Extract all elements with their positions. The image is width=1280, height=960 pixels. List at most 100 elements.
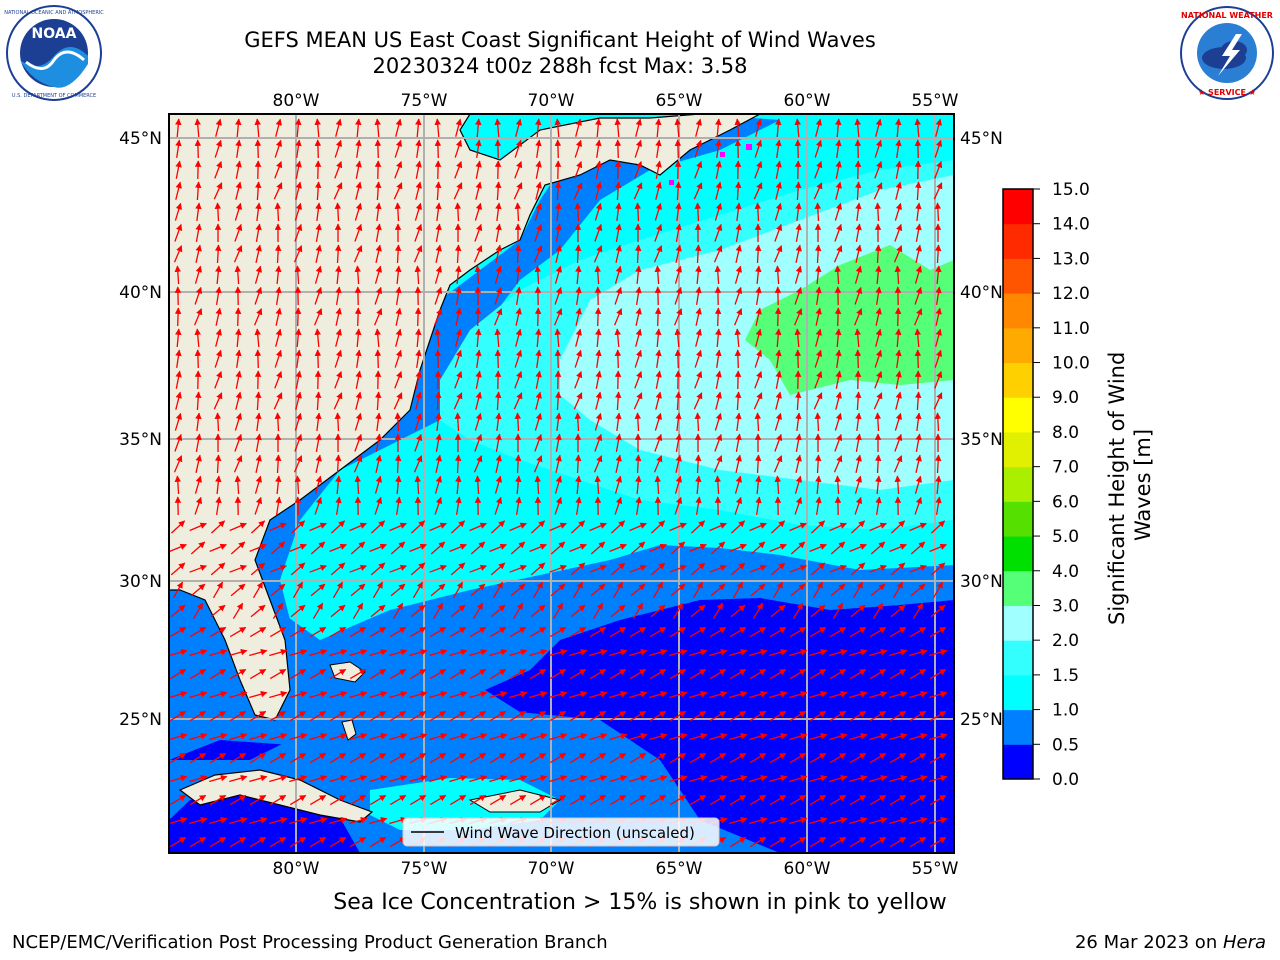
wave-direction-arrow — [495, 433, 502, 453]
wave-direction-arrow — [674, 118, 681, 138]
wave-direction-arrow — [454, 160, 463, 179]
wave-direction-arrow — [789, 522, 807, 532]
colorbar-ticks: 0.0 0.5 1.0 1.5 2.0 3.0 4.0 5.0 6.0 7.0 8.0 9.0 10.0… — [1033, 180, 1090, 790]
wave-direction-arrow — [595, 160, 602, 179]
wave-direction-arrow — [515, 475, 522, 495]
wave-direction-arrow — [449, 690, 468, 699]
wave-direction-arrow — [809, 543, 827, 553]
wave-direction-arrow — [773, 245, 783, 263]
wave-direction-arrow — [354, 223, 363, 242]
wave-direction-arrow — [275, 307, 282, 326]
wave-direction-arrow — [854, 139, 862, 159]
wave-direction-arrow — [389, 522, 407, 532]
wave-direction-arrow — [514, 202, 522, 222]
wave-direction-arrow — [495, 454, 502, 473]
wave-direction-arrow — [294, 202, 303, 221]
wave-direction-arrow — [735, 202, 742, 221]
wave-direction-arrow — [294, 307, 302, 327]
wave-direction-arrow — [174, 475, 182, 495]
wave-direction-arrow — [295, 370, 302, 389]
wave-direction-arrow — [755, 307, 762, 326]
wave-direction-arrow — [629, 564, 648, 573]
wave-direction-arrow — [309, 626, 327, 638]
wave-direction-arrow — [354, 475, 362, 495]
wave-direction-arrow — [210, 604, 226, 618]
wave-direction-arrow — [234, 412, 243, 431]
wave-direction-arrow — [913, 308, 923, 326]
wave-direction-arrow — [630, 541, 646, 555]
wave-direction-arrow — [493, 308, 503, 326]
wave-direction-arrow — [553, 308, 563, 326]
wave-direction-arrow — [872, 602, 884, 620]
wave-direction-arrow — [774, 412, 783, 431]
wave-direction-arrow — [869, 668, 887, 680]
wave-direction-arrow — [449, 668, 467, 680]
wave-direction-arrow — [313, 308, 323, 326]
wave-direction-arrow — [435, 433, 442, 453]
wave-direction-arrow — [649, 543, 667, 553]
wave-direction-arrow — [815, 496, 822, 516]
wave-direction-arrow — [469, 668, 487, 680]
wave-direction-arrow — [475, 370, 482, 389]
colorbar-segment — [1003, 501, 1033, 537]
wave-direction-arrow — [729, 626, 747, 638]
wave-direction-arrow — [395, 328, 402, 347]
wave-direction-arrow — [275, 328, 282, 347]
wave-direction-arrow — [734, 118, 741, 138]
lon-label-bottom: 75°W — [401, 859, 448, 879]
wave-direction-arrow — [195, 412, 202, 431]
wave-direction-arrow — [934, 412, 942, 432]
wave-direction-arrow — [614, 391, 622, 411]
wave-direction-arrow — [554, 391, 562, 411]
wave-direction-arrow — [854, 118, 861, 138]
wave-direction-arrow — [674, 265, 683, 284]
map-field — [169, 114, 954, 853]
wave-direction-arrow — [329, 668, 347, 680]
wave-direction-arrow — [375, 433, 382, 453]
wave-direction-arrow — [492, 581, 504, 599]
wave-direction-arrow — [175, 328, 182, 348]
wave-direction-arrow — [554, 139, 562, 159]
wave-direction-arrow — [614, 265, 623, 284]
wave-direction-arrow — [794, 475, 803, 494]
colorbar-segment — [1003, 223, 1033, 259]
wave-direction-arrow — [915, 223, 922, 243]
wave-direction-arrow — [455, 475, 462, 495]
wave-direction-arrow — [629, 522, 647, 532]
wave-direction-arrow — [269, 564, 288, 573]
wave-direction-arrow — [810, 520, 826, 534]
chart-subtitle: 20230324 t00z 288h fcst Max: 3.58 — [372, 54, 748, 78]
wave-direction-arrow — [654, 265, 662, 285]
wave-direction-arrow — [374, 328, 381, 348]
wave-direction-arrow — [755, 118, 762, 137]
wave-direction-arrow — [853, 308, 863, 326]
wave-direction-arrow — [633, 182, 643, 200]
wave-direction-arrow — [569, 648, 588, 657]
wave-direction-arrow — [390, 583, 406, 597]
wave-direction-arrow — [772, 581, 784, 599]
wave-direction-arrow — [855, 433, 862, 453]
wave-direction-arrow — [774, 475, 782, 495]
wave-direction-arrow — [475, 160, 482, 179]
colorbar-segment — [1003, 709, 1033, 745]
wave-direction-arrow — [750, 583, 766, 597]
wave-direction-arrow — [292, 581, 304, 599]
colorbar-segment — [1003, 397, 1033, 433]
wave-direction-arrow — [834, 433, 843, 452]
wave-direction-arrow — [194, 139, 202, 159]
wave-direction-arrow — [654, 202, 663, 221]
wave-direction-arrow — [869, 648, 888, 657]
wave-direction-arrow — [209, 626, 227, 638]
wave-direction-arrow — [789, 668, 807, 680]
lat-label-right: 45°N — [960, 129, 1003, 149]
wave-direction-arrow — [693, 182, 703, 200]
wave-direction-arrow — [294, 475, 302, 495]
wave-direction-arrow — [394, 349, 403, 368]
wave-direction-arrow — [869, 626, 887, 638]
wave-direction-arrow — [549, 626, 567, 638]
wave-direction-arrow — [254, 139, 262, 159]
wave-direction-arrow — [250, 562, 266, 576]
wave-direction-arrow — [789, 564, 808, 573]
wave-direction-arrow — [455, 286, 462, 306]
wave-direction-arrow — [655, 328, 662, 348]
